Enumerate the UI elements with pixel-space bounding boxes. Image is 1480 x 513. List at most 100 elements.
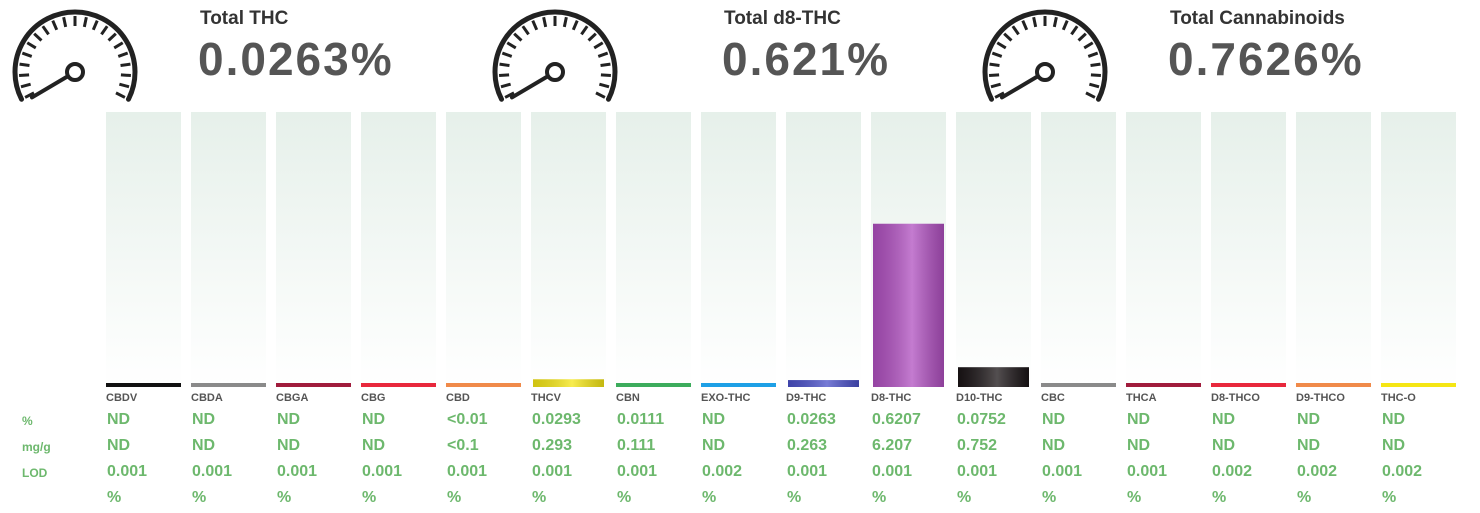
analyte-unit: %: [1127, 489, 1141, 506]
analyte-lod: 0.001: [107, 463, 147, 480]
analyte-name: D8-THCO: [1211, 392, 1260, 404]
gauge-tick: [504, 91, 515, 99]
analyte-unit: %: [872, 489, 886, 506]
analyte-percent: ND: [1127, 411, 1150, 428]
analyte-name: THCV: [531, 392, 562, 404]
gauge-arc: [982, 9, 1108, 102]
analyte-lod: 0.001: [532, 463, 572, 480]
analyte-mg-g: ND: [107, 437, 130, 454]
analyte-percent: 0.6207: [872, 411, 921, 428]
analyte-lod: 0.001: [192, 463, 232, 480]
bar: [276, 383, 351, 387]
analyte-mg-g: ND: [1042, 437, 1065, 454]
analyte-percent: ND: [1212, 411, 1235, 428]
gauge-arc: [492, 9, 618, 102]
bar: [1296, 383, 1371, 387]
analyte-unit: %: [957, 489, 971, 506]
gauge-tick: [115, 91, 126, 99]
analyte-mg-g: 0.111: [617, 437, 655, 454]
analyte-name: D10-THC: [956, 392, 1003, 404]
bar-track: [1381, 112, 1456, 387]
gauge-tick: [1021, 20, 1029, 31]
bar-shine: [533, 379, 604, 387]
gauge-tick: [1003, 32, 1013, 42]
gauge-tick: [500, 82, 512, 89]
analyte-name: CBGA: [276, 392, 308, 404]
gauge-tick: [118, 82, 130, 89]
gauge-tick: [1032, 16, 1038, 28]
analyte-mg-g: 6.207: [872, 437, 912, 454]
gauge-hub: [1035, 62, 1055, 82]
gauge-tick: [120, 73, 131, 78]
gauge: [492, 9, 618, 102]
bar-track: [446, 112, 521, 387]
gauge-tick: [499, 73, 510, 78]
analyte-percent: ND: [277, 411, 300, 428]
gauge-tick: [19, 62, 30, 68]
bar-track: [956, 112, 1031, 387]
gauge: [982, 9, 1108, 102]
analyte-unit: %: [702, 489, 716, 506]
bar-track: [616, 112, 691, 387]
gauge-hub: [545, 62, 565, 82]
analyte-name: CBG: [361, 392, 385, 404]
analyte-unit: %: [192, 489, 206, 506]
analyte-unit: %: [617, 489, 631, 506]
gauge-tick: [1077, 32, 1087, 42]
gauge-tick: [598, 82, 610, 89]
analyte-unit: %: [362, 489, 376, 506]
gauge-tick: [51, 20, 59, 31]
gauge-tick: [1083, 41, 1094, 50]
analyte-unit: %: [447, 489, 461, 506]
analyte-lod: 0.001: [617, 463, 657, 480]
analyte-lod: 0.002: [1297, 463, 1337, 480]
analyte-percent: 0.0293: [532, 411, 581, 428]
bar-track: [1041, 112, 1116, 387]
gauge-tick: [20, 82, 32, 89]
analyte-name: D8-THC: [871, 392, 911, 404]
analyte-mg-g: 0.752: [957, 437, 997, 454]
analyte-unit: %: [1042, 489, 1056, 506]
total-value: 0.7626%: [1168, 33, 1364, 85]
gauge-tick: [21, 51, 33, 58]
bar: [191, 383, 266, 387]
gauge-tick: [587, 32, 597, 42]
bar: [1381, 383, 1456, 387]
bar-track: [701, 112, 776, 387]
gauge-tick: [542, 16, 548, 28]
total-value: 0.621%: [722, 33, 890, 85]
gauge-tick: [24, 91, 35, 99]
gauge-tick: [82, 16, 88, 28]
gauge-tick: [107, 32, 117, 42]
bar: [361, 383, 436, 387]
gauge-tick: [600, 73, 611, 78]
bar: [106, 383, 181, 387]
total-value: 0.0263%: [198, 33, 394, 85]
analyte-percent: ND: [1382, 411, 1405, 428]
analyte-mg-g: ND: [702, 437, 725, 454]
gauge-tick: [19, 73, 30, 78]
analyte-mg-g: ND: [1212, 437, 1235, 454]
analyte-unit: %: [787, 489, 801, 506]
gauge-tick: [989, 73, 1000, 78]
analyte-name: CBDV: [106, 392, 138, 404]
bar-track: [1126, 112, 1201, 387]
analyte-mg-g: ND: [1297, 437, 1320, 454]
analyte-name: CBDA: [191, 392, 223, 404]
gauge-tick: [41, 25, 50, 36]
analyte-lod: 0.001: [447, 463, 487, 480]
analyte-unit: %: [1212, 489, 1226, 506]
total-label: Total d8-THC: [724, 8, 841, 29]
analyte-mg-g: 0.263: [787, 437, 827, 454]
bar-track: [531, 112, 606, 387]
analyte-lod: 0.002: [1212, 463, 1252, 480]
gauge-tick: [531, 20, 539, 31]
gauge-tick: [120, 62, 131, 68]
gauge-tick: [1090, 73, 1101, 78]
analyte-unit: %: [532, 489, 546, 506]
gauge-tick: [91, 20, 99, 31]
gauge-tick: [1052, 16, 1058, 28]
total-label: Total Cannabinoids: [1170, 8, 1345, 29]
gauge-tick: [595, 91, 606, 99]
